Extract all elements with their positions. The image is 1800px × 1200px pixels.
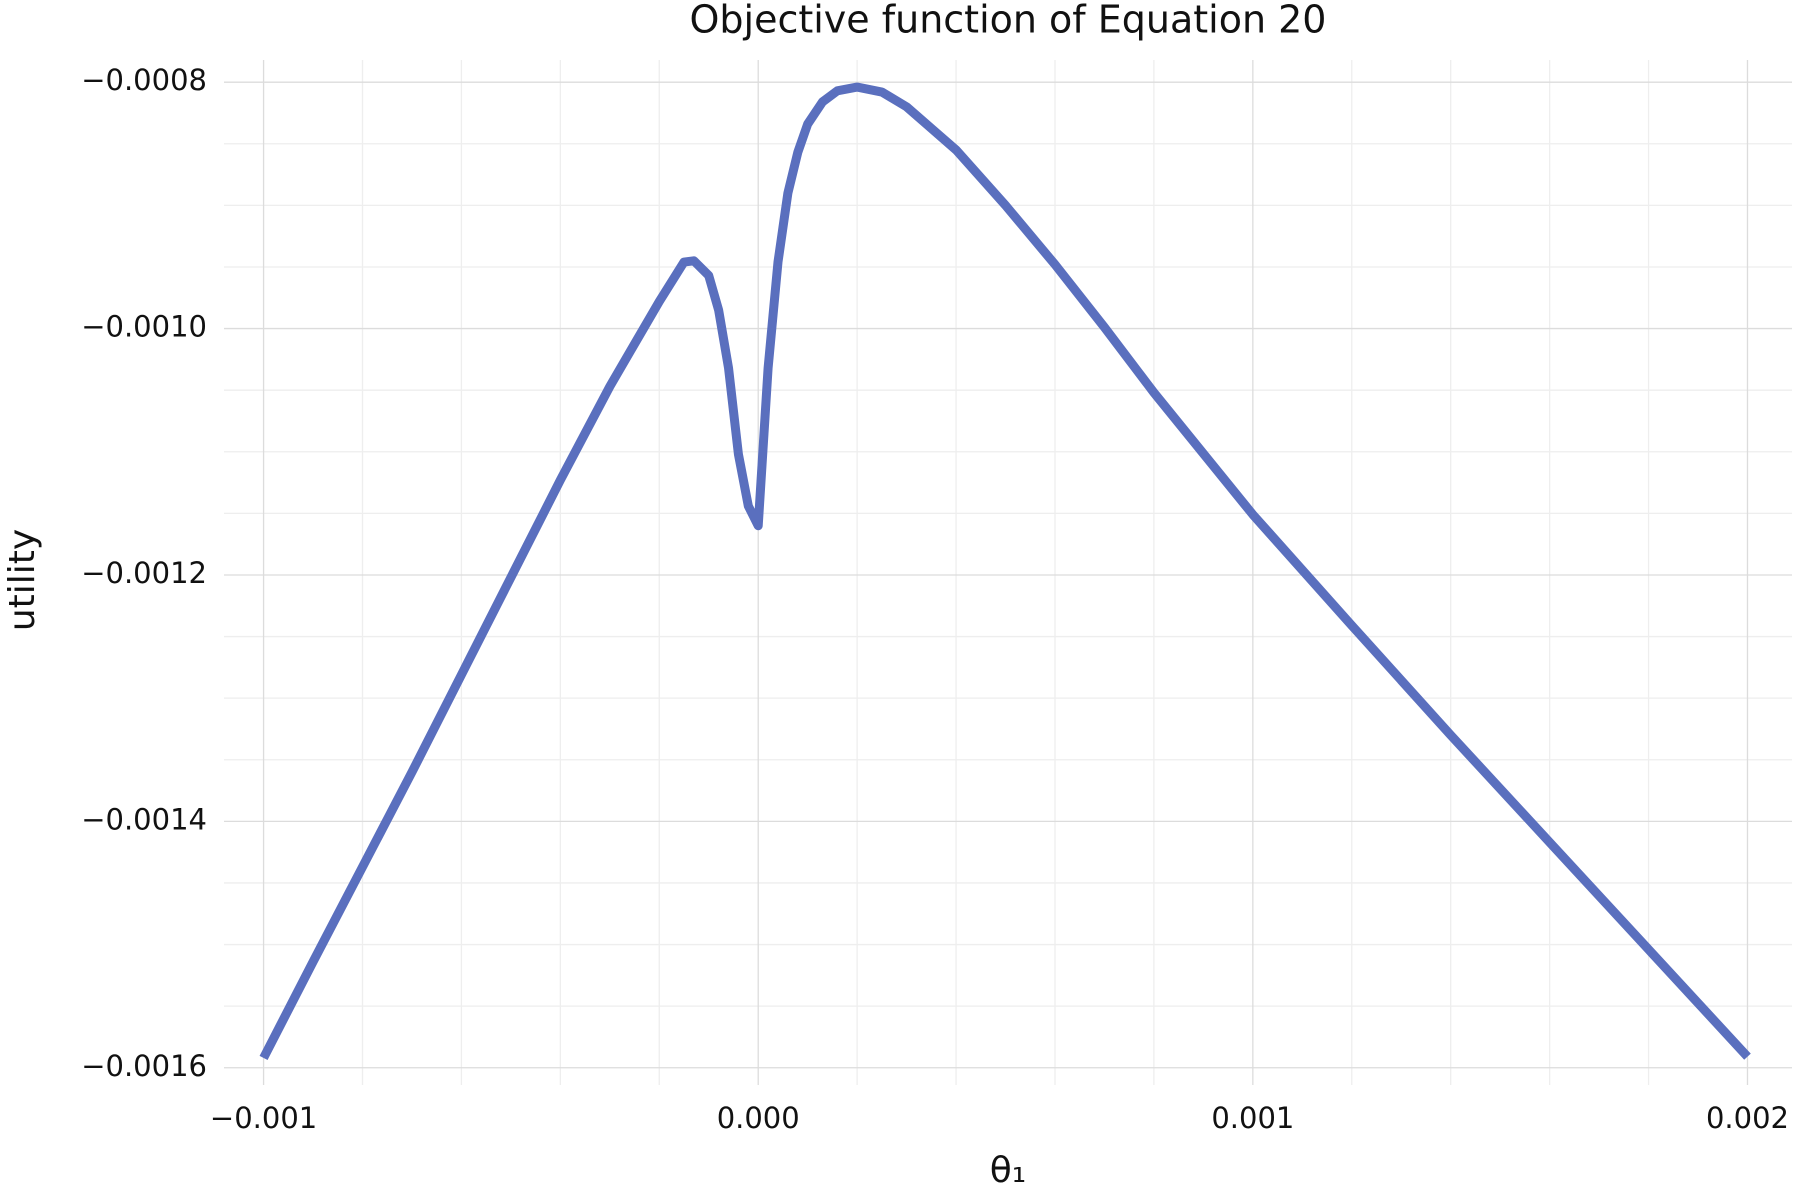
y-tick-label: −0.0014 <box>81 802 207 836</box>
data-line <box>259 82 1751 1060</box>
y-tick-label: −0.0008 <box>81 63 207 97</box>
x-axis-label: θ₁ <box>990 1150 1026 1191</box>
x-tick-label: −0.001 <box>210 1101 317 1135</box>
x-tick-label: 0.000 <box>717 1101 800 1135</box>
y-tick-label: −0.0012 <box>81 556 207 590</box>
x-tick-label: 0.001 <box>1211 1101 1294 1135</box>
chart-title: Objective function of Equation 20 <box>689 0 1326 42</box>
y-axis-label: utility <box>2 529 43 631</box>
y-tick-label: −0.0010 <box>81 310 207 344</box>
x-tick-label: 0.002 <box>1706 1101 1789 1135</box>
y-tick-label: −0.0016 <box>81 1049 207 1083</box>
